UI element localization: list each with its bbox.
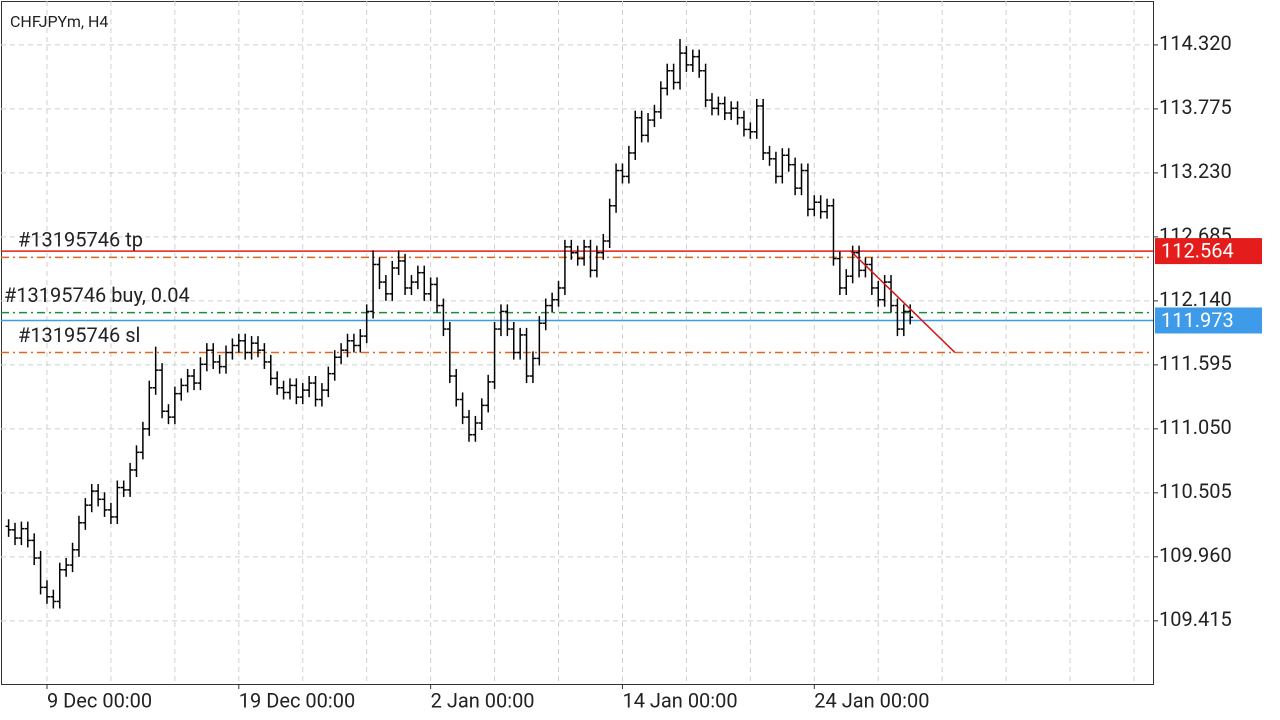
- price-tag: [1155, 307, 1262, 334]
- y-tick-label: 111.050: [1159, 415, 1232, 439]
- x-tick-label: 24 Jan 00:00: [814, 688, 929, 712]
- x-tick-label: 9 Dec 00:00: [47, 688, 152, 712]
- order-level-label: #13195746 tp: [18, 228, 143, 252]
- price-tag-label: 111.973: [1161, 308, 1234, 332]
- y-tick-label: 113.775: [1159, 95, 1232, 119]
- x-tick-label: 14 Jan 00:00: [622, 688, 737, 712]
- y-tick-label: 109.960: [1159, 543, 1232, 567]
- price-tag: [1155, 238, 1262, 265]
- y-tick-label: 114.320: [1159, 31, 1232, 55]
- order-level-label: #13195746 sl: [18, 323, 140, 347]
- plot-frame: [1, 1, 1154, 685]
- trendline: [849, 249, 956, 354]
- y-tick-label: 110.505: [1159, 479, 1232, 503]
- x-tick-label: 19 Dec 00:00: [239, 688, 355, 712]
- y-tick-label: 111.595: [1159, 351, 1232, 375]
- order-level-label: #13195746 buy, 0.04: [4, 283, 190, 307]
- x-tick-label: 2 Jan 00:00: [431, 688, 535, 712]
- y-tick-label: 112.140: [1159, 287, 1232, 311]
- y-tick-label: 109.415: [1159, 607, 1232, 631]
- price-tag-label: 112.564: [1161, 238, 1234, 262]
- chart-title: CHFJPYm, H4: [10, 12, 108, 31]
- y-tick-label: 113.230: [1159, 159, 1232, 183]
